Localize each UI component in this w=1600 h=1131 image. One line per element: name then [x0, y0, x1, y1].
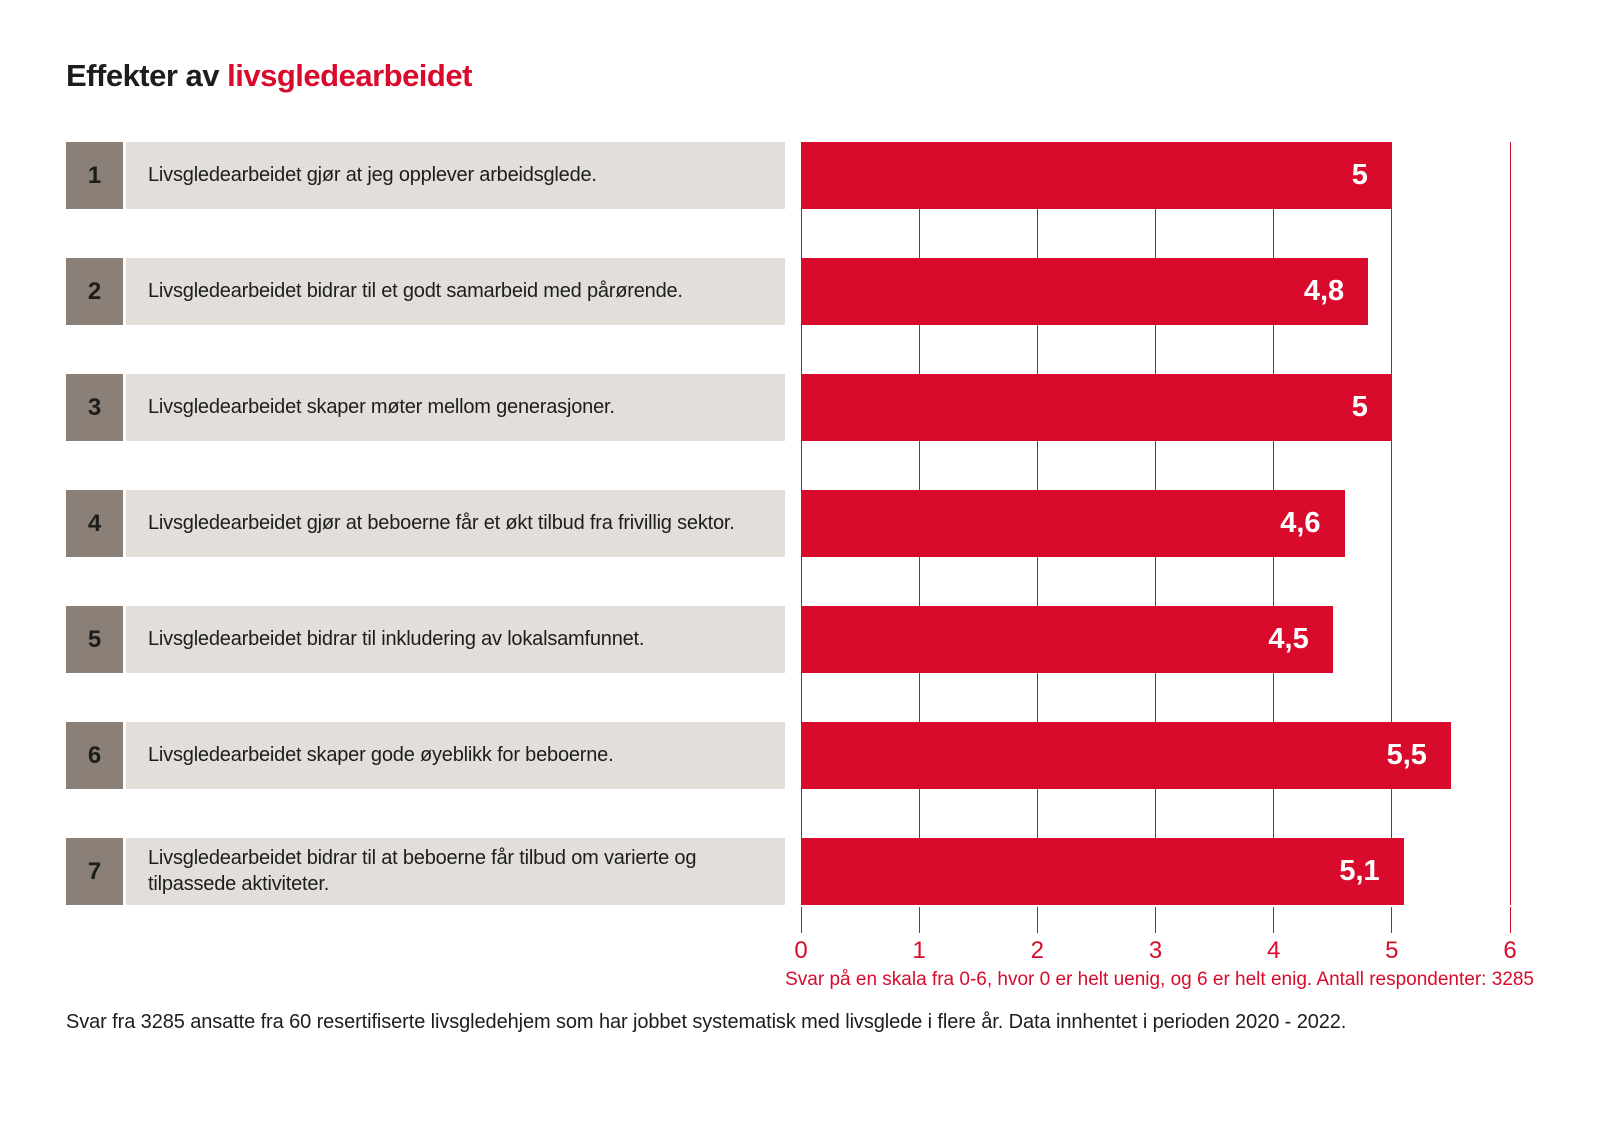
axis-tick-label: 6: [1503, 937, 1517, 964]
page-title-highlight: livsgledearbeidet: [227, 58, 472, 93]
axis-note: Svar på en skala fra 0-6, hvor 0 er helt…: [785, 969, 1534, 990]
row-label: Livsgledearbeidet gjør at beboerne får e…: [126, 490, 785, 557]
bar-track: 5,1: [801, 838, 1510, 905]
chart-row: 4 Livsgledearbeidet gjør at beboerne får…: [66, 490, 1534, 557]
chart-row: 2 Livsgledearbeidet bidrar til et godt s…: [66, 258, 1534, 325]
row-number-badge: 1: [66, 142, 126, 209]
axis-tick: [1391, 907, 1393, 933]
axis-tick: [918, 907, 920, 933]
axis-tick: [1273, 907, 1275, 933]
bar: 5,1: [801, 838, 1404, 905]
bar-value-label: 4,8: [1303, 275, 1345, 307]
page-title-prefix: Effekter av: [66, 58, 220, 93]
row-label: Livsgledearbeidet gjør at jeg opplever a…: [126, 142, 785, 209]
chart-row: 1 Livsgledearbeidet gjør at jeg opplever…: [66, 142, 1534, 209]
bar: 4,8: [801, 258, 1369, 325]
bar-track: 4,8: [801, 258, 1510, 325]
page-title: Effekter av livsgledearbeidet: [66, 58, 1534, 94]
row-number-badge: 6: [66, 722, 126, 789]
axis-tick-label: 1: [912, 937, 926, 964]
bar-chart: 1 Livsgledearbeidet gjør at jeg opplever…: [66, 142, 1534, 905]
axis-tick: [800, 907, 802, 933]
axis-tick: [1155, 907, 1156, 933]
row-number-badge: 5: [66, 606, 126, 673]
row-label: Livsgledearbeidet bidrar til at beboerne…: [126, 838, 785, 905]
gridline: [1509, 142, 1511, 905]
bar-value-label: 5: [1351, 391, 1368, 423]
x-axis-tick-labels: 0 1 2 3 4 5 6: [794, 933, 1516, 967]
bar: 5: [801, 374, 1392, 441]
bar-track: 5: [801, 142, 1510, 209]
bar: 5,5: [801, 722, 1451, 789]
axis-tick-label: 3: [1148, 937, 1163, 964]
x-axis-ticks: [800, 905, 1511, 933]
axis-tick: [1509, 907, 1511, 933]
axis-tick-label: 0: [794, 937, 808, 964]
bar-value-label: 5: [1351, 159, 1368, 191]
bar: 5: [801, 142, 1392, 209]
axis-tick-label: 5: [1385, 937, 1399, 964]
chart-row: 3 Livsgledearbeidet skaper møter mellom …: [66, 374, 1534, 441]
chart-row: 6 Livsgledearbeidet skaper gode øyeblikk…: [66, 722, 1534, 789]
bar: 4,5: [801, 606, 1333, 673]
bar-track: 4,6: [801, 490, 1510, 557]
gridline: [1391, 142, 1393, 905]
bar-value-label: 4,5: [1268, 623, 1309, 655]
bar: 4,6: [801, 490, 1345, 557]
axis-tick-label: 2: [1030, 937, 1045, 964]
chart-row: 5 Livsgledearbeidet bidrar til inkluderi…: [66, 606, 1534, 673]
bar-track: 4,5: [801, 606, 1510, 673]
row-label: Livsgledearbeidet skaper møter mellom ge…: [126, 374, 785, 441]
bar-track: 5,5: [801, 722, 1510, 789]
row-number-badge: 2: [66, 258, 126, 325]
row-label: Livsgledearbeidet skaper gode øyeblikk f…: [126, 722, 785, 789]
bar-value-label: 4,6: [1280, 507, 1321, 539]
axis-tick-label: 4: [1266, 937, 1281, 964]
chart-row: 7 Livsgledearbeidet bidrar til at beboer…: [66, 838, 1534, 905]
axis-tick: [1036, 907, 1038, 933]
row-number-badge: 4: [66, 490, 126, 557]
bar-value-label: 5,1: [1339, 855, 1380, 887]
row-number-badge: 3: [66, 374, 126, 441]
row-number-badge: 7: [66, 838, 126, 905]
bar-track: 5: [801, 374, 1510, 441]
row-label: Livsgledearbeidet bidrar til et godt sam…: [126, 258, 785, 325]
row-label: Livsgledearbeidet bidrar til inkludering…: [126, 606, 785, 673]
bar-value-label: 5,5: [1386, 739, 1427, 771]
source-caption: Svar fra 3285 ansatte fra 60 resertifise…: [66, 1011, 1347, 1033]
